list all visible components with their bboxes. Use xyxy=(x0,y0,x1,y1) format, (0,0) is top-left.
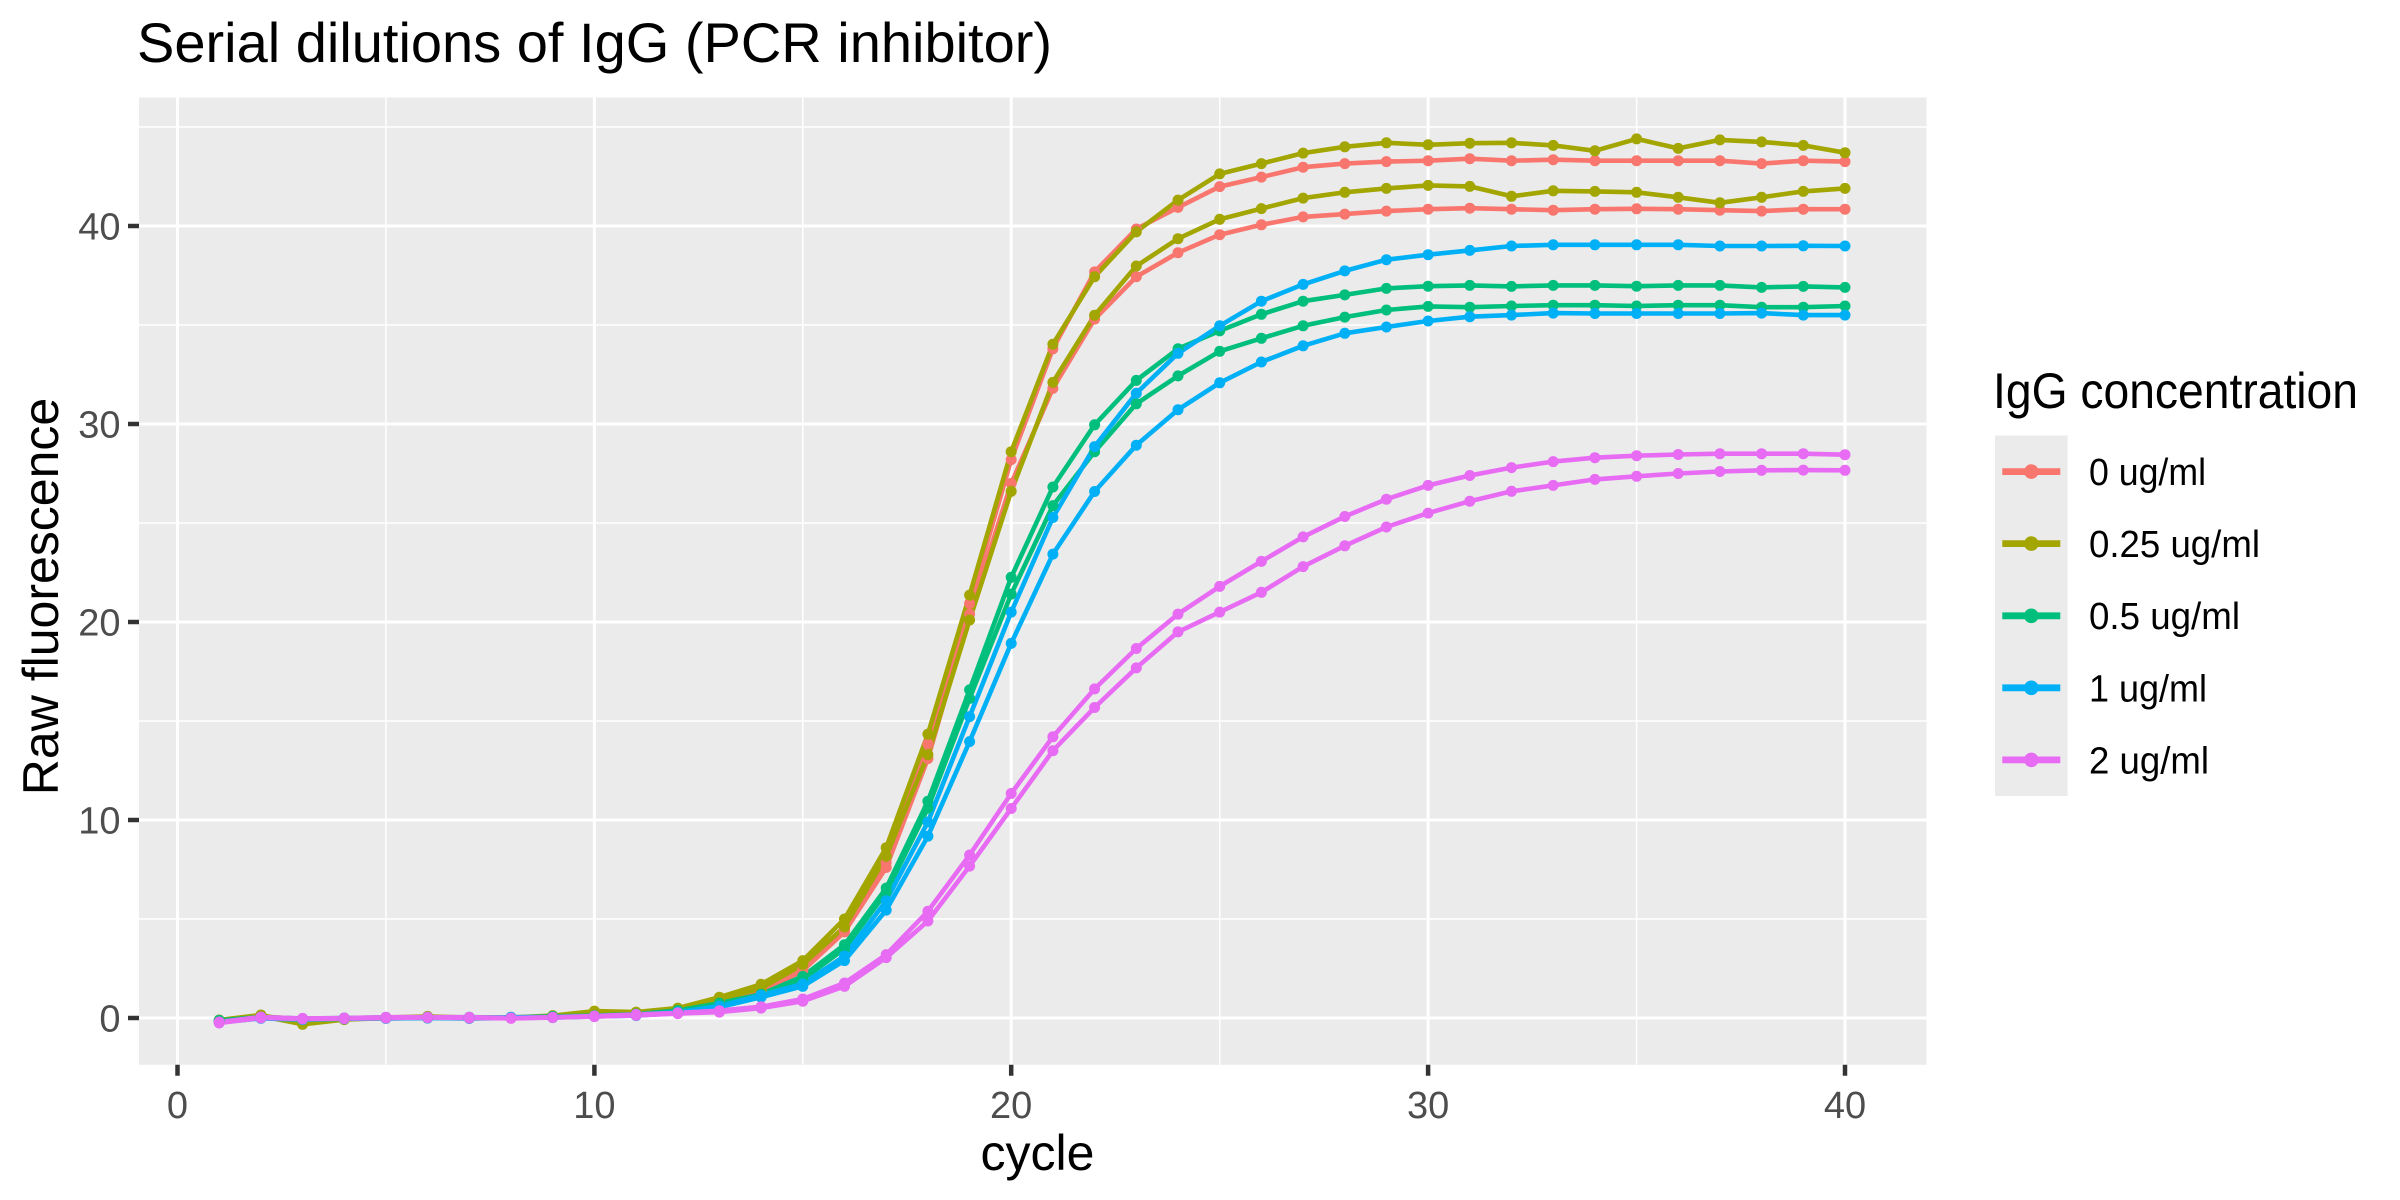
svg-text:Raw fluorescence: Raw fluorescence xyxy=(13,398,69,795)
svg-text:20: 20 xyxy=(78,603,120,645)
svg-text:10: 10 xyxy=(78,801,120,843)
svg-text:0: 0 xyxy=(167,1085,188,1127)
svg-text:Serial dilutions of IgG (PCR i: Serial dilutions of IgG (PCR inhibitor) xyxy=(137,11,1052,74)
svg-text:0 ug/ml: 0 ug/ml xyxy=(2089,452,2206,494)
svg-text:0.5 ug/ml: 0.5 ug/ml xyxy=(2089,596,2240,638)
svg-text:2 ug/ml: 2 ug/ml xyxy=(2089,740,2209,782)
svg-text:40: 40 xyxy=(78,207,120,249)
svg-text:40: 40 xyxy=(1824,1085,1866,1127)
svg-text:cycle: cycle xyxy=(981,1125,1095,1181)
svg-text:0: 0 xyxy=(99,999,120,1041)
svg-text:30: 30 xyxy=(78,405,120,447)
svg-text:IgG concentration: IgG concentration xyxy=(1993,363,2358,419)
svg-text:20: 20 xyxy=(990,1085,1032,1127)
svg-text:10: 10 xyxy=(573,1085,615,1127)
svg-text:1 ug/ml: 1 ug/ml xyxy=(2089,668,2207,710)
svg-text:0.25 ug/ml: 0.25 ug/ml xyxy=(2089,524,2260,566)
svg-text:30: 30 xyxy=(1407,1085,1449,1127)
